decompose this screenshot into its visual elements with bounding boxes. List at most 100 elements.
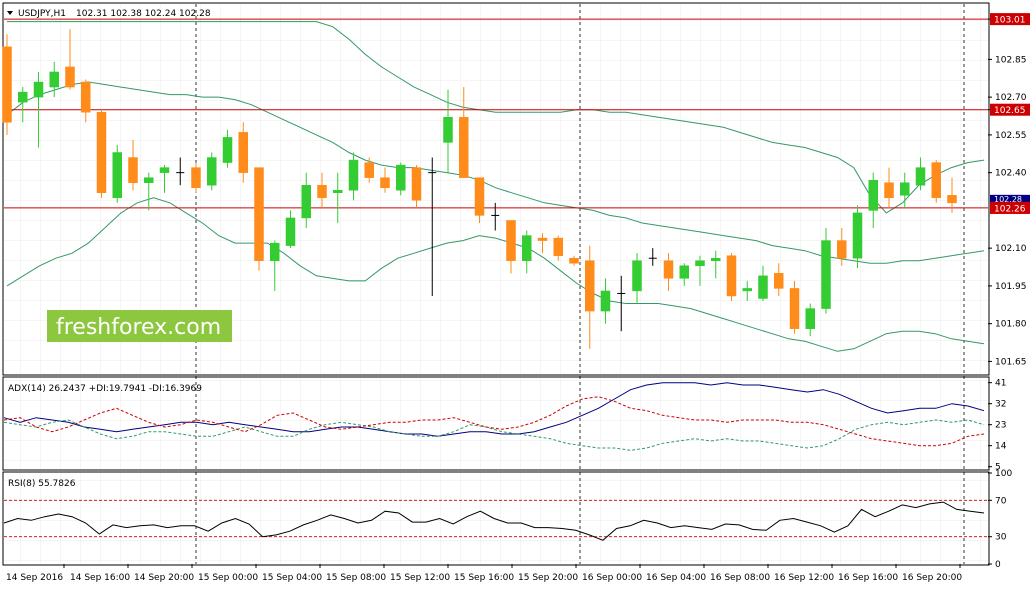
candle: [726, 253, 737, 302]
x-tick-label: 14 Sep 16:00: [70, 573, 130, 583]
candle: [648, 248, 657, 266]
candle: [491, 202, 500, 231]
candle: [428, 157, 437, 296]
candle: [758, 265, 768, 302]
current-price-label: 102.28: [994, 195, 1022, 204]
bollinger-bands: [6, 21, 985, 352]
candles: [2, 29, 957, 349]
candle: [364, 157, 374, 183]
candle: [96, 109, 107, 198]
x-tick-label: 16 Sep 16:00: [838, 573, 898, 583]
adx-tick-label: 5: [995, 463, 1001, 473]
chart-header: USDJPY,H1 102.31 102.38 102.24 102.28: [7, 9, 211, 19]
candle: [553, 235, 563, 261]
x-tick-label: 16 Sep 08:00: [710, 573, 770, 583]
price-tick-label: 102.70: [995, 93, 1027, 103]
x-tick-label: 16 Sep 00:00: [582, 573, 642, 583]
rsi-tick-label: 100: [995, 469, 1012, 479]
x-tick-label: 15 Sep 20:00: [518, 573, 578, 583]
candle: [506, 220, 516, 274]
price-tick-label: 102.85: [995, 55, 1027, 65]
rsi-series: [3, 501, 985, 541]
x-tick-label: 16 Sep 20:00: [902, 573, 962, 583]
candle: [191, 162, 201, 193]
candle: [348, 152, 359, 201]
candle: [947, 177, 957, 213]
candle: [569, 255, 579, 266]
adx-tick-label: 32: [995, 400, 1006, 410]
candle: [884, 167, 894, 208]
y-axis: 102.85 102.70 102.55 102.40 102.10 101.95 101.…: [988, 13, 1030, 570]
candle: [270, 240, 280, 291]
candle: [411, 165, 422, 208]
candle: [617, 275, 626, 332]
price-tick-label: 101.65: [995, 357, 1027, 367]
adx-tick-label: 23: [995, 421, 1006, 431]
candle: [522, 230, 532, 274]
price-tick-label: 101.80: [995, 320, 1027, 330]
x-tick-label: 15 Sep 16:00: [454, 573, 514, 583]
candle: [931, 160, 941, 203]
candle: [18, 87, 28, 123]
price-tick-label: 102.55: [995, 131, 1027, 141]
adx-series-adx: [3, 382, 985, 437]
candle: [144, 172, 154, 211]
candle: [632, 253, 642, 304]
candle: [600, 278, 611, 324]
level-label-1: 102.65: [994, 106, 1026, 116]
candle: [222, 129, 233, 168]
candle: [176, 157, 185, 186]
candle: [81, 79, 91, 123]
x-tick-label: 15 Sep 08:00: [326, 573, 386, 583]
candle: [380, 167, 390, 193]
candle: [2, 34, 12, 135]
price-tick-label: 102.40: [995, 169, 1027, 179]
x-tick-label: 15 Sep 00:00: [198, 573, 258, 583]
candle: [915, 157, 926, 191]
x-tick-label: 15 Sep 12:00: [390, 573, 450, 583]
candle: [301, 172, 311, 229]
level-label-0: 103.01: [994, 16, 1026, 26]
candle: [663, 253, 674, 291]
x-tick-label: 16 Sep 04:00: [646, 573, 706, 583]
band-middle: [6, 81, 985, 264]
candle: [852, 205, 863, 269]
candle: [254, 167, 264, 271]
candle: [238, 122, 248, 183]
candle: [537, 233, 548, 254]
level-label-box-0: [990, 13, 1030, 26]
rsi-tick-label: 70: [995, 496, 1007, 506]
candle: [396, 162, 406, 196]
level-label-box-top: [990, 201, 1030, 214]
price-tick-label: 102.10: [995, 244, 1027, 254]
candle: [443, 89, 453, 173]
candle: [159, 165, 170, 193]
adx-label: ADX(14) 26.2437 +DI:19.7941 -DI:16.3969: [8, 384, 202, 394]
candle: [805, 303, 815, 337]
candle: [285, 210, 296, 249]
candle: [317, 172, 327, 208]
x-tick-label: 14 Sep 20:00: [134, 573, 194, 583]
freshforex-logo: freshforex.com: [47, 310, 232, 342]
adx-lines: [3, 382, 985, 451]
horizontal-levels: [4, 18, 988, 209]
x-tick-label: 16 Sep 12:00: [774, 573, 834, 583]
rsi-lines: [3, 499, 988, 541]
candle: [821, 228, 831, 314]
candle: [459, 87, 469, 178]
band-lower: [6, 197, 985, 352]
candle: [711, 250, 721, 279]
adx-tick-label: 14: [995, 442, 1007, 452]
candle: [474, 177, 485, 223]
grid: [4, 4, 988, 564]
candle: [900, 172, 910, 208]
candle: [333, 172, 343, 223]
candle: [679, 263, 689, 286]
candle: [33, 71, 44, 148]
chart-ohlc: 102.31 102.38 102.24 102.28: [76, 9, 211, 19]
candle: [837, 228, 847, 266]
x-tick-label: 15 Sep 04:00: [262, 573, 322, 583]
chevron-down-icon[interactable]: [7, 11, 13, 15]
